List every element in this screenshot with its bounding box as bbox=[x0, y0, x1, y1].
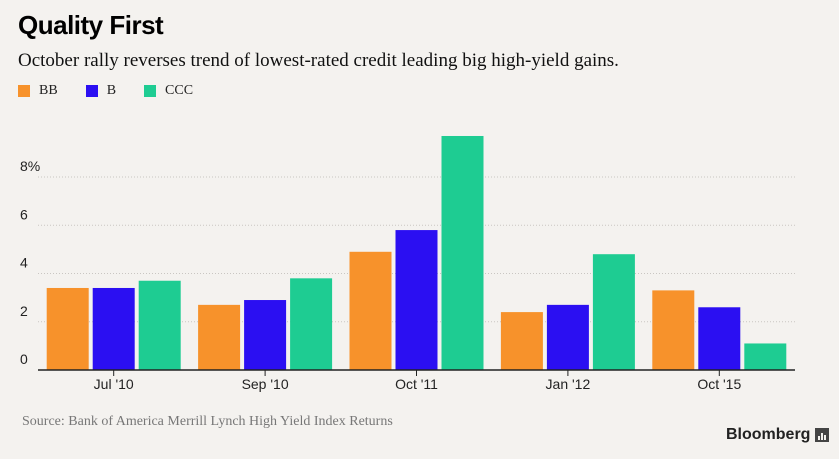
y-tick-label-6: 6 bbox=[20, 206, 28, 222]
source-note: Source: Bank of America Merrill Lynch Hi… bbox=[22, 414, 393, 429]
x-tick-label-3: Jan '12 bbox=[546, 376, 591, 392]
legend-label-bb: BB bbox=[39, 83, 58, 98]
legend-swatch-ccc bbox=[144, 85, 157, 97]
legend-label-ccc: CCC bbox=[165, 83, 194, 98]
x-tick-label-4: Oct '15 bbox=[697, 376, 741, 392]
bar-bb-3 bbox=[500, 312, 543, 370]
y-tick-label-4: 4 bbox=[20, 255, 28, 271]
y-tick-label-2: 2 bbox=[20, 303, 28, 319]
bloomberg-chart-icon bbox=[815, 428, 830, 442]
bar-b-4 bbox=[698, 307, 741, 370]
legend-label-b: B bbox=[106, 83, 117, 98]
chart-title: Quality First bbox=[18, 10, 164, 40]
x-tick-label-2: Oct '11 bbox=[395, 376, 438, 392]
legend-item-ccc: CCC bbox=[144, 83, 193, 99]
legend-item-b: B bbox=[85, 83, 117, 99]
bar-bb-0 bbox=[46, 287, 89, 370]
x-tick-label-1: Sep '10 bbox=[242, 376, 289, 392]
bar-ccc-3 bbox=[592, 254, 635, 370]
legend: BB B CCC bbox=[18, 83, 221, 99]
brand-name: Bloomberg bbox=[726, 426, 811, 443]
brand-logo: Bloomberg bbox=[726, 426, 830, 444]
legend-item-bb: BB bbox=[18, 83, 58, 99]
bar-b-0 bbox=[92, 287, 135, 370]
bar-b-3 bbox=[546, 304, 589, 370]
bar-ccc-0 bbox=[138, 280, 181, 370]
legend-swatch-bb bbox=[18, 85, 30, 97]
bar-bb-1 bbox=[198, 304, 241, 370]
bar-ccc-4 bbox=[744, 343, 787, 370]
bar-b-1 bbox=[244, 300, 287, 370]
chart-subtitle: October rally reverses trend of lowest-r… bbox=[18, 50, 619, 71]
y-tick-label-0: 0 bbox=[20, 351, 28, 367]
bar-ccc-1 bbox=[290, 278, 333, 370]
legend-swatch-b bbox=[85, 85, 98, 97]
bar-b-2 bbox=[395, 230, 438, 370]
bar-ccc-2 bbox=[441, 135, 484, 370]
y-tick-label-8: 8% bbox=[20, 158, 40, 174]
bar-bb-2 bbox=[349, 251, 392, 370]
x-tick-label-0: Jul '10 bbox=[94, 376, 134, 392]
bar-bb-4 bbox=[652, 290, 695, 370]
